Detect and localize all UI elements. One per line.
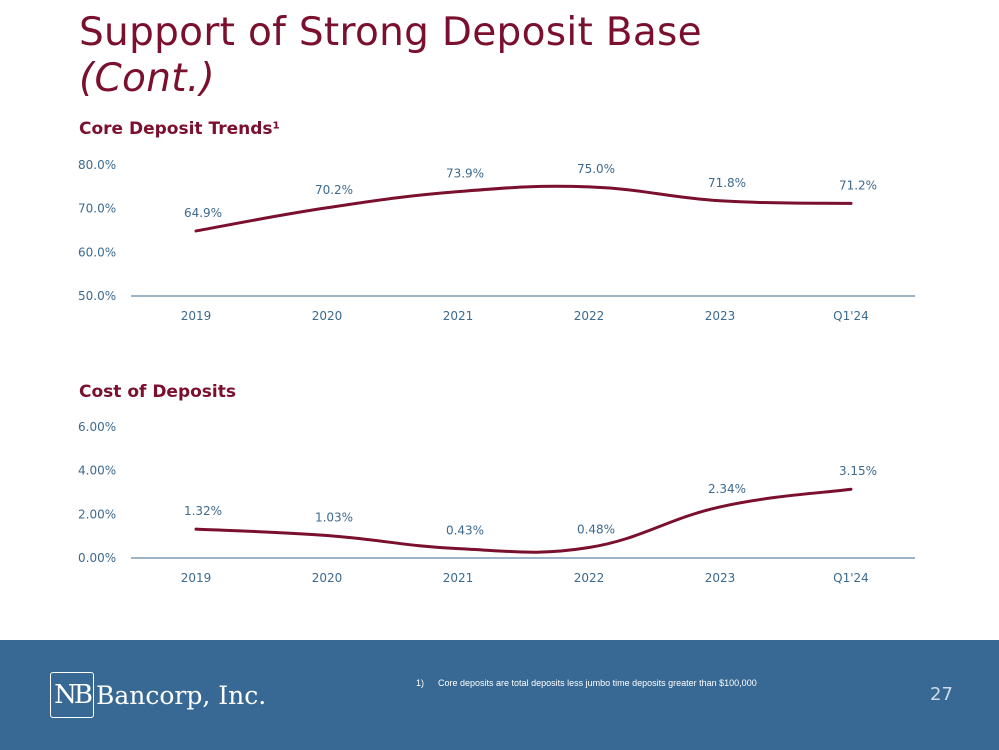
cost-of-deposits-xtick-label: 2021 [443, 571, 474, 585]
logo-text: Bancorp, Inc. [96, 680, 267, 710]
cost-of-deposits-xtick-label: 2020 [312, 571, 343, 585]
cost-of-deposits-ytick-label: 6.00% [78, 420, 116, 434]
page-title-line1: Support of Strong Deposit Base [79, 10, 702, 55]
cost-of-deposits-data-label: 0.43% [446, 524, 484, 538]
cost-of-deposits-data-label: 1.32% [184, 504, 222, 518]
core-deposit-xtick-label: 2021 [443, 309, 474, 323]
core-deposit-xtick-label: 2023 [705, 309, 736, 323]
core-deposit-data-label: 64.9% [184, 206, 222, 220]
cost-of-deposits-xtick-label: 2023 [705, 571, 736, 585]
core-deposit-trends-chart: 50.0% 60.0% 70.0% 80.0% 2019 2020 2021 2022 2023… [78, 158, 915, 323]
core-deposit-data-label: 70.2% [315, 183, 353, 197]
core-deposit-series-line [194, 184, 853, 233]
cost-of-deposits-ytick-label: 0.00% [78, 551, 116, 565]
cost-of-deposits-ytick-label: 4.00% [78, 464, 116, 478]
cost-of-deposits-series-line [194, 487, 853, 554]
cost-of-deposits-data-label: 1.03% [315, 511, 353, 525]
cost-of-deposits-data-label: 3.15% [839, 464, 877, 478]
footnote: 1) Core deposits are total deposits less … [416, 678, 757, 688]
core-deposit-ytick-label: 70.0% [78, 202, 116, 216]
core-deposit-chart-title: Core Deposit Trends¹ [79, 119, 280, 139]
cost-of-deposits-data-label: 0.48% [577, 523, 615, 537]
cost-of-deposits-xtick-label: 2022 [574, 571, 605, 585]
company-logo: NB Bancorp, Inc. [50, 670, 266, 720]
page-number: 27 [930, 684, 953, 705]
core-deposit-ytick-label: 80.0% [78, 158, 116, 172]
core-deposit-data-label: 71.2% [839, 178, 877, 192]
core-deposit-data-label: 75.0% [577, 162, 615, 176]
core-deposit-data-label: 73.9% [446, 167, 484, 181]
footnote-number: 1) [416, 678, 425, 688]
cost-of-deposits-xtick-label: Q1'24 [833, 571, 869, 585]
cost-of-deposits-chart: 0.00% 2.00% 4.00% 6.00% 2019 2020 2021 2022 2023… [78, 420, 915, 585]
cost-of-deposits-ytick-label: 2.00% [78, 507, 116, 521]
core-deposit-xtick-label: 2019 [181, 309, 212, 323]
cost-of-deposits-chart-title: Cost of Deposits [79, 382, 236, 402]
core-deposit-xtick-label: 2022 [574, 309, 605, 323]
core-deposit-xtick-label: 2020 [312, 309, 343, 323]
cost-of-deposits-data-label: 2.34% [708, 482, 746, 496]
core-deposit-ytick-label: 50.0% [78, 289, 116, 303]
footnote-text: Core deposits are total deposits less ju… [438, 678, 757, 688]
footer-bar [0, 640, 999, 750]
core-deposit-data-label: 71.8% [708, 176, 746, 190]
logo-mark: NB [50, 672, 94, 718]
cost-of-deposits-xtick-label: 2019 [181, 571, 212, 585]
core-deposit-xtick-label: Q1'24 [833, 309, 869, 323]
page-title: Support of Strong Deposit Base (Cont.) [79, 10, 702, 102]
page-title-line2: (Cont.) [79, 56, 216, 101]
core-deposit-ytick-label: 60.0% [78, 245, 116, 259]
